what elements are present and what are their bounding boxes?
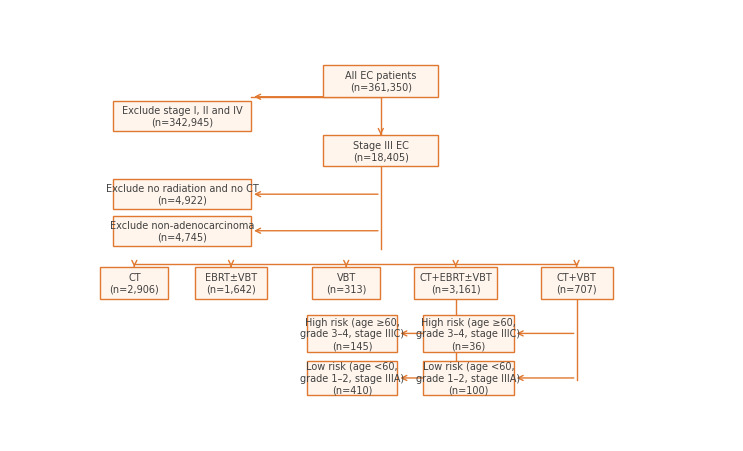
- Text: CT+VBT
(n=707): CT+VBT (n=707): [557, 272, 597, 294]
- Text: Low risk (age <60,
grade 1–2, stage IIIA)
(n=100): Low risk (age <60, grade 1–2, stage IIIA…: [416, 362, 520, 395]
- FancyBboxPatch shape: [312, 268, 380, 299]
- Text: High risk (age ≥60,
grade 3–4, stage IIIC)
(n=36): High risk (age ≥60, grade 3–4, stage III…: [416, 317, 520, 350]
- FancyBboxPatch shape: [113, 102, 251, 131]
- FancyBboxPatch shape: [307, 361, 398, 396]
- Text: Low risk (age <60,
grade 1–2, stage IIIA)
(n=410): Low risk (age <60, grade 1–2, stage IIIA…: [300, 362, 404, 395]
- Text: CT+EBRT±VBT
(n=3,161): CT+EBRT±VBT (n=3,161): [419, 272, 492, 294]
- FancyBboxPatch shape: [423, 361, 514, 396]
- Text: High risk (age ≥60,
grade 3–4, stage IIIC)
(n=145): High risk (age ≥60, grade 3–4, stage III…: [300, 317, 404, 350]
- FancyBboxPatch shape: [113, 180, 251, 210]
- FancyBboxPatch shape: [423, 315, 514, 352]
- Text: CT
(n=2,906): CT (n=2,906): [109, 272, 159, 294]
- FancyBboxPatch shape: [414, 268, 497, 299]
- Text: VBT
(n=313): VBT (n=313): [326, 272, 366, 294]
- Text: Exclude non-adenocarcinoma
(n=4,745): Exclude non-adenocarcinoma (n=4,745): [110, 221, 254, 242]
- Text: Stage III EC
(n=18,405): Stage III EC (n=18,405): [353, 141, 409, 162]
- FancyBboxPatch shape: [307, 315, 398, 352]
- Text: EBRT±VBT
(n=1,642): EBRT±VBT (n=1,642): [205, 272, 257, 294]
- Text: Exclude no radiation and no CT
(n=4,922): Exclude no radiation and no CT (n=4,922): [106, 184, 259, 206]
- Text: All EC patients
(n=361,350): All EC patients (n=361,350): [345, 71, 417, 92]
- Text: Exclude stage I, II and IV
(n=342,945): Exclude stage I, II and IV (n=342,945): [122, 106, 242, 127]
- FancyBboxPatch shape: [113, 216, 251, 246]
- FancyBboxPatch shape: [323, 66, 438, 97]
- FancyBboxPatch shape: [541, 268, 612, 299]
- FancyBboxPatch shape: [195, 268, 267, 299]
- FancyBboxPatch shape: [323, 136, 438, 167]
- FancyBboxPatch shape: [100, 268, 169, 299]
